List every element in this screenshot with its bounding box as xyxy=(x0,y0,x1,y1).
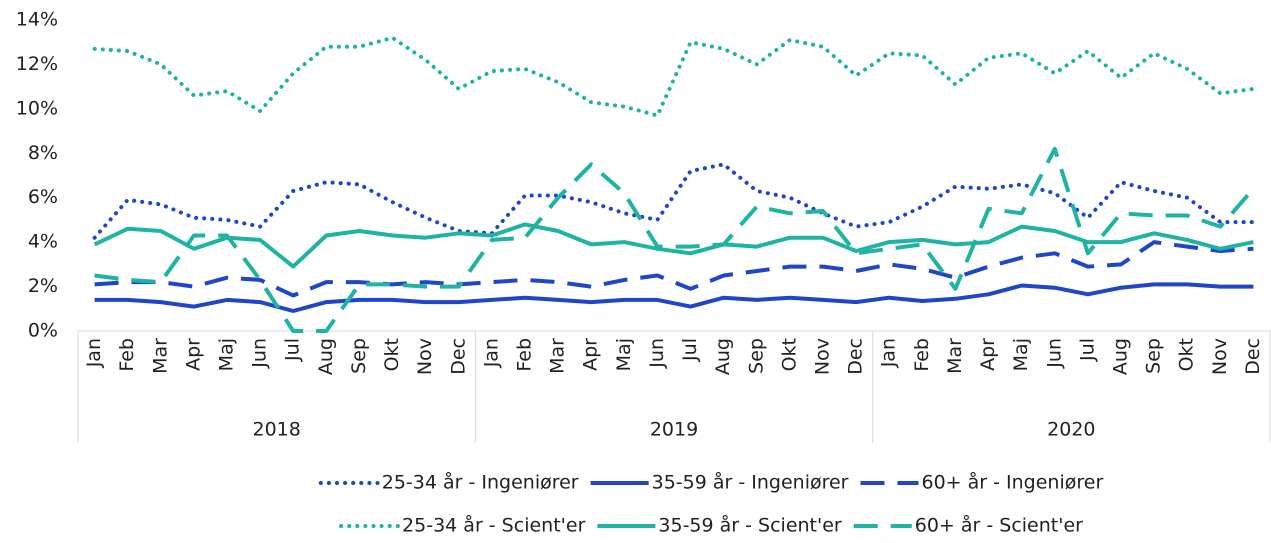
year-label: 2019 xyxy=(650,419,698,441)
y-tick-label: 8% xyxy=(28,142,58,164)
x-tick-label: Feb xyxy=(911,338,933,372)
x-tick-label: Feb xyxy=(514,338,536,372)
series-line xyxy=(92,35,1256,118)
x-tick-label: Nov xyxy=(812,338,834,375)
x-tick-label: Maj xyxy=(1010,338,1032,371)
legend-label: 25-34 år - Scient'er xyxy=(402,514,586,537)
x-tick-label: Maj xyxy=(216,338,238,371)
x-tick-label: Jun xyxy=(646,338,668,369)
series-line xyxy=(94,240,1254,298)
y-tick-label: 6% xyxy=(28,186,58,208)
legend-row: 25-34 år - Scient'er 35-59 år - Scient'er… xyxy=(339,514,1083,537)
x-tick-label: Okt xyxy=(778,338,800,371)
x-tick-label: Feb xyxy=(116,338,138,372)
x-tick-label: Sep xyxy=(1143,338,1165,374)
y-tick-label: 10% xyxy=(16,97,58,119)
x-tick-label: Sep xyxy=(348,338,370,374)
x-tick-label: Mar xyxy=(547,338,569,374)
x-tick-label: Aug xyxy=(315,338,337,375)
legend-label: 25-34 år - Ingeniører xyxy=(382,471,579,494)
y-tick-label: 0% xyxy=(28,320,58,342)
x-tick-label: Apr xyxy=(182,338,204,371)
x-tick-label: Jun xyxy=(1043,338,1065,369)
x-tick-label: Jan xyxy=(480,338,502,368)
series-line xyxy=(94,146,1255,333)
x-tick-label: Maj xyxy=(613,338,635,371)
legend-row: 25-34 år - Ingeniører 35-59 år - Ingeniør… xyxy=(318,471,1103,494)
x-tick-label: Jul xyxy=(282,338,304,362)
x-tick-label: Aug xyxy=(1110,338,1132,375)
x-tick-label: Dec xyxy=(845,338,867,375)
x-tick-label: Apr xyxy=(580,338,602,371)
series-line xyxy=(92,162,1256,240)
x-tick-label: Mar xyxy=(944,338,966,374)
y-tick-label: 2% xyxy=(28,275,58,297)
legend-label: 60+ år - Scient'er xyxy=(915,514,1083,537)
year-label: 2020 xyxy=(1047,419,1095,441)
x-tick-label: Mar xyxy=(149,338,171,374)
y-tick-label: 14% xyxy=(16,9,58,31)
x-tick-label: Jul xyxy=(1076,338,1098,362)
y-tick-label: 12% xyxy=(16,53,58,75)
legend-label: 60+ år - Ingeniører xyxy=(921,471,1103,494)
x-tick-label: Okt xyxy=(1176,338,1198,371)
x-tick-label: Jan xyxy=(83,338,105,368)
x-tick-label: Jun xyxy=(249,338,271,369)
x-tick-label: Jan xyxy=(878,338,900,368)
x-tick-label: Jul xyxy=(679,338,701,362)
x-tick-label: Apr xyxy=(977,338,999,371)
y-tick-label: 4% xyxy=(28,231,58,253)
legend-label: 35-59 år - Ingeniører xyxy=(652,471,849,494)
x-tick-label: Okt xyxy=(381,338,403,371)
series-line xyxy=(94,282,1254,313)
x-tick-label: Aug xyxy=(712,338,734,375)
legend-label: 35-59 år - Scient'er xyxy=(658,514,842,537)
x-tick-label: Nov xyxy=(1209,338,1231,375)
x-tick-label: Nov xyxy=(414,338,436,375)
year-label: 2018 xyxy=(252,419,300,441)
x-tick-label: Dec xyxy=(447,338,469,375)
x-tick-label: Dec xyxy=(1242,338,1264,375)
x-tick-label: Sep xyxy=(745,338,767,374)
series-line xyxy=(93,222,1254,269)
